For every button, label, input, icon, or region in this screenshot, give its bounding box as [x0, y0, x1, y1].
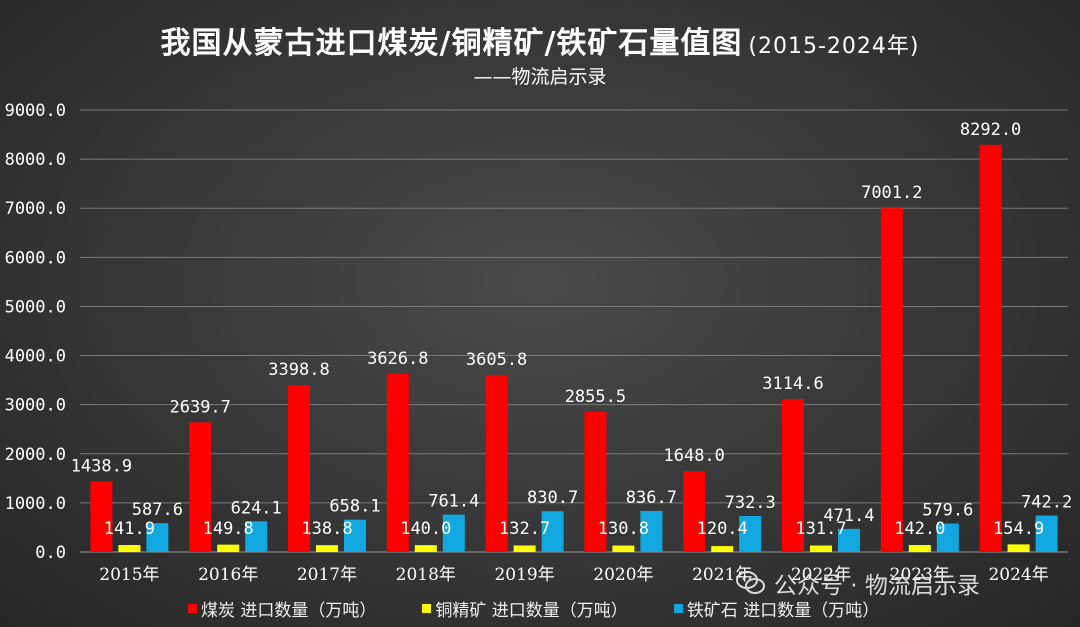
data-label-coal: 1438.9 — [71, 456, 132, 476]
data-label-iron: 471.4 — [823, 506, 874, 526]
data-label-copper: 154.9 — [993, 519, 1044, 539]
data-label-coal: 1648.0 — [663, 446, 724, 466]
x-tick-label: 2018年 — [396, 565, 456, 585]
bar-coal — [880, 208, 903, 553]
data-label-iron: 624.1 — [231, 498, 282, 518]
bar-coal — [584, 411, 607, 552]
bar-coal — [90, 481, 113, 552]
watermark-text: 公众号 · 物流启示录 — [774, 573, 980, 599]
x-tick-label: 2016年 — [198, 565, 258, 585]
data-label-iron: 830.7 — [527, 488, 578, 508]
chart-subtitle: ——物流启示录 — [473, 66, 607, 88]
data-label-copper: 120.4 — [697, 519, 748, 539]
bar-copper — [513, 545, 536, 552]
x-tick-label: 2024年 — [988, 565, 1048, 585]
data-label-coal: 3605.8 — [466, 350, 527, 370]
bar-iron — [739, 516, 762, 552]
bar-iron — [442, 514, 465, 552]
bar-copper — [217, 544, 240, 552]
data-label-coal: 3398.8 — [268, 360, 329, 380]
chart-title-main: 我国从蒙古进口煤炭/铜精矿/铁矿石量值图 — [160, 26, 743, 61]
data-label-iron: 587.6 — [132, 500, 183, 520]
x-tick-label: 2020年 — [593, 565, 653, 585]
bar-copper — [612, 545, 635, 552]
bar-iron — [146, 523, 169, 552]
data-label-iron: 836.7 — [626, 488, 677, 508]
y-tick-label: 0.0 — [35, 543, 66, 563]
data-label-iron: 742.2 — [1021, 493, 1072, 513]
legend-swatch-coal — [188, 604, 197, 613]
bar-copper — [118, 545, 141, 552]
legend-item-coal: 煤炭 进口数量（万吨） — [188, 596, 376, 621]
bar-coal — [683, 471, 706, 552]
bar-iron — [541, 511, 564, 552]
legend-swatch-iron — [673, 604, 683, 613]
bar-iron — [640, 510, 663, 552]
x-tick-label: 2017年 — [297, 565, 357, 585]
data-label-copper: 140.0 — [400, 519, 451, 539]
data-label-copper: 141.9 — [104, 519, 155, 539]
data-label-coal: 3626.8 — [367, 349, 428, 369]
bar-coal — [782, 399, 804, 552]
data-label-iron: 658.1 — [329, 497, 380, 517]
data-label-copper: 131.7 — [795, 519, 846, 539]
y-tick-label: 1000.0 — [5, 494, 66, 514]
x-tick-label: 2019年 — [494, 565, 554, 585]
bar-coal — [386, 373, 409, 552]
y-tick-label: 8000.0 — [5, 150, 66, 170]
bar-iron — [245, 521, 268, 552]
data-label-copper: 130.8 — [598, 519, 649, 539]
bar-copper — [414, 545, 437, 552]
data-label-coal: 3114.6 — [762, 374, 823, 394]
bar-iron — [936, 523, 959, 552]
chart-legend: 煤炭 进口数量（万吨） 铜精矿 进口数量（万吨） 铁矿石 进口数量（万吨） — [188, 596, 879, 621]
bar-copper — [810, 545, 832, 552]
wechat-icon — [736, 570, 766, 596]
bar-copper — [908, 545, 931, 552]
x-tick-label: 2022年 — [791, 565, 851, 585]
data-label-copper: 138.8 — [301, 519, 352, 539]
chart-title-period: (2015-2024年) — [748, 34, 920, 59]
legend-label-iron: 铁矿石 进口数量（万吨） — [686, 601, 880, 621]
x-tick-label: 2023年 — [890, 565, 950, 585]
data-label-copper: 142.0 — [894, 519, 945, 539]
y-tick-label: 5000.0 — [5, 297, 66, 317]
data-label-coal: 8292.0 — [960, 120, 1021, 140]
chart-title: 我国从蒙古进口煤炭/铜精矿/铁矿石量值图 (2015-2024年) — [0, 18, 1080, 62]
bar-iron — [1035, 515, 1058, 552]
bar-iron — [344, 519, 366, 552]
data-label-iron: 761.4 — [428, 492, 479, 512]
data-label-copper: 149.8 — [203, 519, 254, 539]
legend-swatch-copper — [422, 604, 432, 613]
legend-label-copper: 铜精矿 进口数量（万吨） — [435, 601, 628, 621]
bar-coal — [979, 144, 1002, 552]
y-tick-label: 6000.0 — [5, 248, 66, 268]
y-tick-label: 3000.0 — [5, 396, 66, 416]
data-label-iron: 732.3 — [725, 493, 776, 513]
bar-coal — [189, 422, 212, 552]
data-label-coal: 7001.2 — [861, 183, 922, 203]
y-tick-label: 2000.0 — [5, 445, 66, 465]
bar-iron — [838, 528, 860, 552]
y-tick-label: 4000.0 — [5, 347, 66, 367]
data-label-coal: 2639.7 — [169, 397, 230, 417]
x-tick-label: 2015年 — [99, 565, 159, 585]
data-label-copper: 132.7 — [499, 519, 550, 539]
legend-label-coal: 煤炭 进口数量（万吨） — [201, 601, 377, 621]
bar-copper — [316, 545, 338, 552]
bar-copper — [711, 546, 734, 552]
data-label-coal: 2855.5 — [565, 387, 626, 407]
bar-coal — [288, 385, 310, 552]
watermark: 公众号 · 物流启示录 — [736, 566, 980, 600]
data-label-iron: 579.6 — [922, 501, 973, 521]
bar-coal — [485, 374, 508, 552]
bar-copper — [1007, 544, 1030, 552]
legend-item-copper: 铜精矿 进口数量（万吨） — [422, 596, 628, 621]
y-tick-label: 9000.0 — [5, 101, 66, 121]
legend-item-iron: 铁矿石 进口数量（万吨） — [673, 596, 880, 621]
y-tick-label: 7000.0 — [5, 199, 66, 219]
